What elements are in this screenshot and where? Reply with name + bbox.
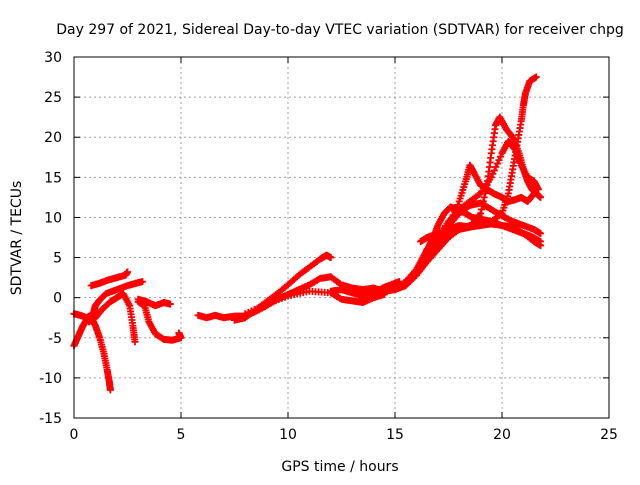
x-axis-label: GPS time / hours xyxy=(281,459,398,475)
data-point xyxy=(327,254,335,262)
series-trace-a xyxy=(70,313,114,394)
y-tick-label: 0 xyxy=(53,291,62,307)
data-points xyxy=(70,73,545,394)
y-axis-label: SDTVAR / TECUs xyxy=(9,181,25,296)
data-point xyxy=(534,185,542,193)
y-tick-label: -5 xyxy=(48,331,62,347)
y-tick-label: -10 xyxy=(39,371,62,387)
series-trace-j xyxy=(327,278,403,300)
x-tick-label: 10 xyxy=(279,427,297,443)
y-tick-label: 15 xyxy=(44,170,62,186)
x-tick-label: 25 xyxy=(600,427,618,443)
y-tick-label: 20 xyxy=(44,130,62,146)
data-point xyxy=(537,229,545,237)
x-tick-label: 20 xyxy=(493,427,511,443)
data-point xyxy=(493,160,501,168)
data-point xyxy=(532,73,540,81)
y-tick-label: 25 xyxy=(44,90,62,106)
data-point xyxy=(175,329,183,337)
data-point xyxy=(138,278,146,286)
data-point xyxy=(166,300,174,308)
axis-ticks: 0 5 10 15 20 25 -15 -10 -5 0 5 10 15 20 25 30 xyxy=(39,50,618,443)
chart-title: Day 297 of 2021, Sidereal Day-to-day VTE… xyxy=(56,22,624,38)
y-tick-label: 10 xyxy=(44,210,62,226)
y-tick-label: 30 xyxy=(44,50,62,66)
x-tick-label: 5 xyxy=(177,427,186,443)
data-point xyxy=(131,338,139,346)
data-point xyxy=(537,193,545,201)
data-point xyxy=(380,290,388,298)
series-trace-f xyxy=(134,295,174,310)
series-trace-p xyxy=(434,137,542,241)
series-trace-c xyxy=(87,268,131,290)
x-tick-label: 15 xyxy=(386,427,404,443)
data-point xyxy=(537,242,545,250)
data-point xyxy=(492,163,500,171)
y-tick-label: -15 xyxy=(39,411,62,427)
series-trace-b xyxy=(70,278,146,322)
data-point xyxy=(124,268,131,276)
data-point xyxy=(106,386,114,394)
grid-lines xyxy=(74,57,609,418)
series-trace-i xyxy=(241,287,388,318)
data-point xyxy=(495,156,503,164)
data-point xyxy=(490,166,498,174)
data-point xyxy=(477,209,485,217)
series-trace-q xyxy=(417,220,545,250)
plot-frame xyxy=(73,56,610,419)
series-trace-d xyxy=(85,290,139,346)
x-tick-label: 0 xyxy=(70,427,79,443)
data-point xyxy=(480,193,488,201)
y-tick-label: 5 xyxy=(53,251,62,267)
